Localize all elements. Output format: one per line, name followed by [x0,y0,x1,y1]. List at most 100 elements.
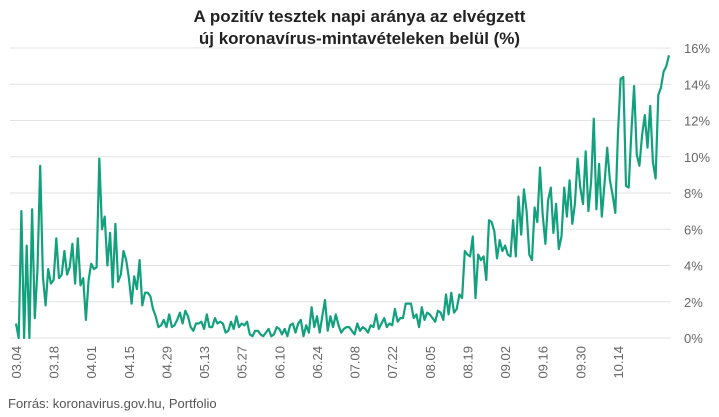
data-point [52,279,54,281]
x-tick-label: 10.14 [611,346,626,379]
data-point [93,268,95,270]
data-point [340,331,342,333]
data-point [391,324,393,326]
data-point [265,331,267,333]
data-point [208,326,210,328]
data-point [90,263,92,265]
data-point [98,157,100,159]
data-point [359,330,361,332]
data-point [149,295,151,297]
data-point [211,326,213,328]
data-point [482,255,484,257]
series-group [14,55,671,340]
y-tick-label: 2% [684,295,703,310]
data-point [305,324,307,326]
data-point [461,297,463,299]
data-point [160,324,162,326]
data-point [332,326,334,328]
x-tick-label: 09.30 [573,346,588,379]
data-point [394,308,396,310]
x-tick-label: 04.29 [159,346,174,379]
data-point [563,186,565,188]
source-note: Forrás: koronavirus.gov.hu, Portfolio [8,396,217,411]
data-point [662,70,664,72]
data-point [517,195,519,197]
data-point [101,228,103,230]
data-point [15,322,17,324]
data-point [445,293,447,295]
data-point [456,308,458,310]
data-point [593,118,595,120]
data-point [566,215,568,217]
data-point [85,319,87,321]
data-point [547,199,549,201]
data-point [254,330,256,332]
data-point [26,244,28,246]
data-point [214,317,216,319]
data-point [319,331,321,333]
data-point [233,328,235,330]
data-point [509,255,511,257]
data-point [351,330,353,332]
data-point [504,244,506,246]
data-point [157,326,159,328]
data-point [501,250,503,252]
data-point [488,219,490,221]
data-point [617,134,619,136]
data-point [168,313,170,315]
data-point [289,324,291,326]
data-point [241,322,243,324]
data-point [641,134,643,136]
data-point [536,221,538,223]
data-point [184,310,186,312]
data-point [568,179,570,181]
data-point [147,292,149,294]
data-point [39,165,41,167]
data-point [611,194,613,196]
data-point [421,306,423,308]
data-point [402,317,404,319]
data-point [246,321,248,323]
y-tick-label: 10% [684,150,710,165]
data-point [198,322,200,324]
data-point [469,255,471,257]
data-point [614,212,616,214]
data-point [112,286,114,288]
data-point [574,203,576,205]
x-tick-label: 04.15 [122,346,137,379]
data-point [79,284,81,286]
data-point [633,85,635,87]
data-point [464,250,466,252]
data-point [120,273,122,275]
data-point [171,326,173,328]
y-axis-tick-labels: 0% 2% 4% 6% 8% 10% 12% 14% 16% [684,41,710,346]
data-point [372,326,374,328]
data-point [544,243,546,245]
data-point [657,94,659,96]
data-point [590,181,592,183]
data-point [555,203,557,205]
data-point [477,253,479,255]
data-point [649,105,651,107]
data-point [259,333,261,335]
data-point [531,259,533,261]
data-point [576,157,578,159]
data-point [370,324,372,326]
data-point [222,322,224,324]
y-tick-label: 12% [684,114,710,129]
data-point [525,210,527,212]
data-point [133,275,135,277]
data-point [292,322,294,324]
data-point [50,282,52,284]
data-point [609,179,611,181]
chart-title: A pozitív tesztek napi aránya az elvégze… [0,6,719,50]
data-point [520,234,522,236]
data-point [55,237,57,239]
data-point [206,313,208,315]
data-point [195,322,197,324]
data-point [190,326,192,328]
data-point [181,322,183,324]
data-point [69,266,71,268]
data-point [66,273,68,275]
